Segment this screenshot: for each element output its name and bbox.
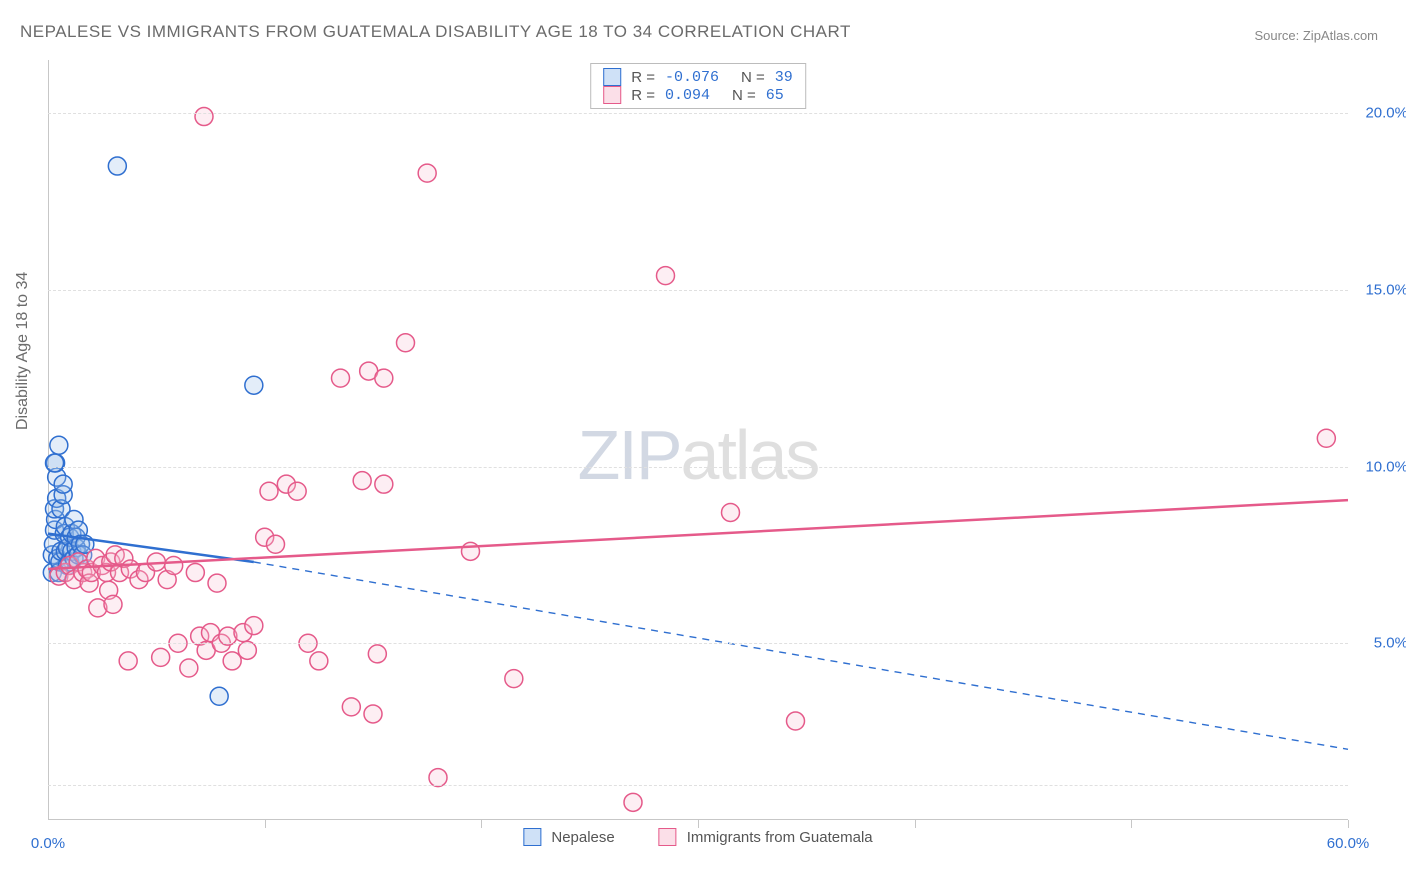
scatter-plot: [48, 60, 1348, 820]
xtick: [1348, 820, 1349, 828]
data-point: [368, 645, 386, 663]
data-point: [46, 454, 64, 472]
correlation-legend-row-0: R = -0.076 N = 39: [603, 68, 793, 86]
data-point: [104, 595, 122, 613]
chart-area: ZIPatlas R = -0.076 N = 39 R = 0.094 N =…: [48, 60, 1348, 820]
series-legend: Nepalese Immigrants from Guatemala: [523, 828, 872, 846]
xtick: [265, 820, 266, 828]
xtick: [915, 820, 916, 828]
trendline: [48, 500, 1348, 569]
data-point: [152, 648, 170, 666]
gridline: [48, 290, 1348, 291]
data-point: [1317, 429, 1335, 447]
data-point: [364, 705, 382, 723]
data-point: [722, 503, 740, 521]
data-point: [787, 712, 805, 730]
data-point: [310, 652, 328, 670]
data-point: [195, 108, 213, 126]
data-point: [245, 376, 263, 394]
legend-r-value-0: -0.076: [665, 69, 719, 86]
data-point: [186, 564, 204, 582]
legend-r-label: R =: [631, 87, 655, 104]
data-point: [624, 793, 642, 811]
legend-n-label: N =: [741, 69, 765, 86]
legend-swatch-bottom-0: [523, 828, 541, 846]
gridline: [48, 467, 1348, 468]
data-point: [342, 698, 360, 716]
data-point: [397, 334, 415, 352]
legend-r-label: R =: [631, 69, 655, 86]
data-point: [108, 157, 126, 175]
data-point: [288, 482, 306, 500]
legend-n-value-1: 65: [766, 87, 784, 104]
data-point: [332, 369, 350, 387]
y-axis-label: Disability Age 18 to 34: [14, 272, 32, 430]
correlation-legend: R = -0.076 N = 39 R = 0.094 N = 65: [590, 63, 806, 109]
data-point: [260, 482, 278, 500]
ytick-label: 15.0%: [1365, 281, 1406, 298]
data-point: [165, 556, 183, 574]
gridline: [48, 113, 1348, 114]
data-point: [180, 659, 198, 677]
legend-label-0: Nepalese: [551, 829, 614, 846]
data-point: [50, 436, 68, 454]
xtick-label: 60.0%: [1327, 835, 1370, 852]
legend-n-label: N =: [732, 87, 756, 104]
data-point: [267, 535, 285, 553]
legend-r-value-1: 0.094: [665, 87, 710, 104]
chart-title: NEPALESE VS IMMIGRANTS FROM GUATEMALA DI…: [20, 22, 851, 42]
xtick: [1131, 820, 1132, 828]
correlation-legend-row-1: R = 0.094 N = 65: [603, 86, 793, 104]
data-point: [223, 652, 241, 670]
xtick-label: 0.0%: [31, 835, 65, 852]
data-point: [210, 687, 228, 705]
data-point: [657, 267, 675, 285]
data-point: [208, 574, 226, 592]
ytick-label: 10.0%: [1365, 458, 1406, 475]
data-point: [505, 670, 523, 688]
legend-n-value-0: 39: [775, 69, 793, 86]
legend-swatch-bottom-1: [659, 828, 677, 846]
gridline: [48, 643, 1348, 644]
ytick-label: 5.0%: [1374, 635, 1406, 652]
legend-label-1: Immigrants from Guatemala: [687, 829, 873, 846]
xtick: [698, 820, 699, 828]
data-point: [54, 475, 72, 493]
source-attribution: Source: ZipAtlas.com: [1254, 28, 1378, 43]
data-point: [418, 164, 436, 182]
data-point: [353, 472, 371, 490]
data-point: [245, 617, 263, 635]
xtick: [481, 820, 482, 828]
data-point: [119, 652, 137, 670]
gridline: [48, 785, 1348, 786]
ytick-label: 20.0%: [1365, 105, 1406, 122]
legend-swatch-1: [603, 86, 621, 104]
data-point: [375, 369, 393, 387]
legend-swatch-0: [603, 68, 621, 86]
data-point: [375, 475, 393, 493]
